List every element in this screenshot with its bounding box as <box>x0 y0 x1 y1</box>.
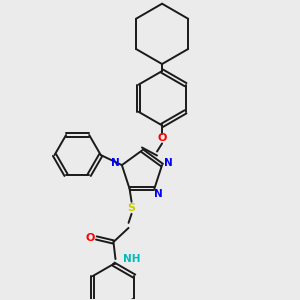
Text: NH: NH <box>122 254 140 264</box>
Text: N: N <box>111 158 120 168</box>
Text: N: N <box>164 158 173 168</box>
Text: O: O <box>85 233 95 243</box>
Text: S: S <box>128 203 136 213</box>
Text: O: O <box>158 134 167 143</box>
Text: N: N <box>154 189 163 200</box>
